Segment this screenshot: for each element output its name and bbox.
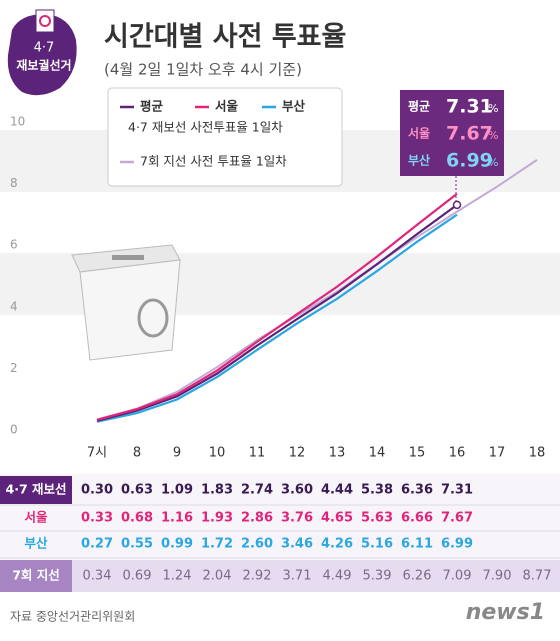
table-cell: 1.09 <box>161 483 193 498</box>
table-cell: 3.76 <box>281 511 313 526</box>
table-cell: 6.26 <box>403 569 432 584</box>
table-row-bg <box>0 560 560 592</box>
table-cell: 3.71 <box>283 569 312 584</box>
table-cell: 6.99 <box>441 537 473 552</box>
x-tick-label: 12 <box>289 446 306 461</box>
callout-label: 평균 <box>408 100 430 114</box>
table-cell: 5.16 <box>361 537 393 552</box>
table-cell: 1.24 <box>163 569 192 584</box>
callout-unit: % <box>488 156 498 169</box>
legend-label: 평균 <box>140 99 164 114</box>
legend-label: 부산 <box>282 99 306 114</box>
y-tick-label: 10 <box>10 115 25 129</box>
legend-group-label: 4·7 재보선 사전투표율 1일차 <box>128 120 283 135</box>
source: 자료 중앙선거관리위원회 <box>10 610 135 624</box>
callout-label: 서울 <box>408 126 430 141</box>
table-cell: 3.60 <box>281 483 313 498</box>
table-cell: 0.33 <box>81 511 113 526</box>
table-cell: 7.31 <box>441 483 473 498</box>
x-tick-label: 15 <box>409 446 426 461</box>
table-cell: 5.38 <box>361 483 393 498</box>
legend-label: 7회 지선 사전 투표율 1일차 <box>140 154 287 169</box>
chart-subtitle: (4월 2일 1일차 오후 4시 기준) <box>104 61 302 79</box>
table-cell: 0.55 <box>121 537 153 552</box>
table-cell: 4.44 <box>321 483 353 498</box>
x-tick-label: 13 <box>329 446 346 461</box>
table-cell: 6.66 <box>401 511 433 526</box>
table-cell: 1.16 <box>161 511 193 526</box>
x-tick-label: 8 <box>133 446 141 461</box>
table-cell: 8.77 <box>523 569 552 584</box>
x-tick-label: 7시 <box>87 446 107 461</box>
x-tick-label: 9 <box>173 446 181 461</box>
table-cell: 1.83 <box>201 483 233 498</box>
table-cell: 0.69 <box>123 569 152 584</box>
logo-stamp <box>39 15 51 27</box>
table-cell: 2.92 <box>243 569 272 584</box>
table-cell: 2.86 <box>241 511 273 526</box>
chart-title: 시간대별 사전 투표율 <box>104 22 346 53</box>
table-cell: 2.60 <box>241 537 273 552</box>
table-cell: 7.09 <box>443 569 472 584</box>
table-cell: 3.46 <box>281 537 313 552</box>
ballot-box <box>71 244 181 361</box>
logo-text: 재보궐선거 <box>16 58 71 73</box>
y-tick-label: 0 <box>10 423 18 437</box>
end-marker <box>452 200 462 210</box>
callout-value: 7.31 <box>446 96 493 118</box>
table-cell: 5.63 <box>361 511 393 526</box>
legend-label: 서울 <box>215 99 239 114</box>
y-tick-label: 4 <box>10 299 18 313</box>
x-tick-label: 11 <box>249 446 266 461</box>
table-cell: 0.99 <box>161 537 193 552</box>
table-row-label: 4·7 재보선 <box>6 482 67 497</box>
callout-value: 7.67 <box>446 123 493 145</box>
y-tick-label: 6 <box>10 238 18 252</box>
y-tick-label: 8 <box>10 176 18 190</box>
brand: news1 <box>466 600 545 625</box>
table-row-label: 7회 지선 <box>12 568 60 583</box>
x-tick-label: 10 <box>209 446 226 461</box>
table-cell: 6.11 <box>401 537 433 552</box>
series-line <box>96 203 458 422</box>
table-cell: 4.65 <box>321 511 353 526</box>
table-row-label-bg <box>0 560 72 592</box>
table-cell: 0.63 <box>121 483 153 498</box>
x-tick-label: 17 <box>489 446 506 461</box>
table-cell: 2.74 <box>241 483 273 498</box>
series-line <box>96 192 458 421</box>
callout-value: 6.99 <box>446 150 493 172</box>
table-cell: 7.90 <box>483 569 512 584</box>
table-cell: 5.39 <box>363 569 392 584</box>
table-cell: 7.67 <box>441 511 473 526</box>
table-cell: 0.68 <box>121 511 153 526</box>
x-tick-label: 16 <box>449 446 466 461</box>
series-line <box>96 159 538 421</box>
callout-box <box>400 90 504 176</box>
table-cell: 4.49 <box>323 569 352 584</box>
table-row-label: 부산 <box>24 536 48 551</box>
x-tick-label: 14 <box>369 446 386 461</box>
table-cell: 6.36 <box>401 483 433 498</box>
table-cell: 0.27 <box>81 537 113 552</box>
table-cell: 0.30 <box>81 483 113 498</box>
table-cell: 2.04 <box>203 569 232 584</box>
logo-blob <box>7 14 77 96</box>
table-cell: 0.34 <box>83 569 112 584</box>
table-row-label-bg <box>0 476 72 504</box>
series-line <box>96 213 458 423</box>
callout-unit: % <box>488 129 498 142</box>
table-row-label: 서울 <box>24 510 48 525</box>
logo-text: 4·7 <box>34 41 55 56</box>
table-cell: 1.72 <box>201 537 233 552</box>
callout-unit: % <box>488 102 498 115</box>
y-tick-label: 2 <box>10 361 18 375</box>
callout-label: 부산 <box>408 153 430 168</box>
table-cell: 1.93 <box>201 511 233 526</box>
logo-paper <box>35 9 55 33</box>
x-tick-label: 18 <box>529 446 546 461</box>
table-cell: 4.26 <box>321 537 353 552</box>
legend-box <box>107 87 343 187</box>
